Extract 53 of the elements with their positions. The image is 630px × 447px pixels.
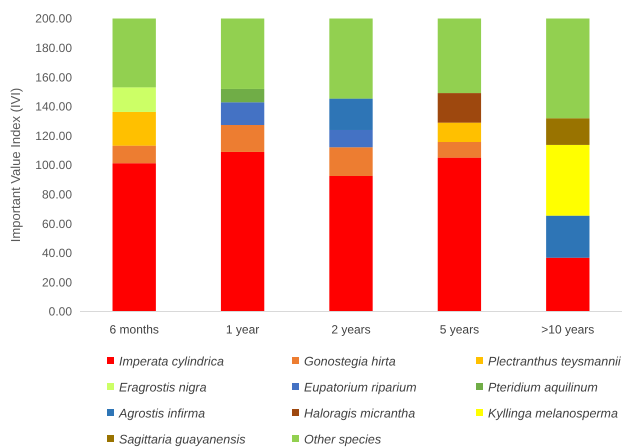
bar: [438, 93, 482, 123]
y-tick-label: 200.00: [35, 12, 72, 26]
bar: [329, 176, 373, 312]
x-tick-label: 2 years: [331, 322, 371, 336]
bar: [546, 144, 590, 216]
x-tick-label: 1 year: [226, 322, 260, 336]
y-tick-label: 0.00: [48, 304, 72, 319]
legend-label: Plectranthus teysmannii: [488, 354, 622, 368]
legend-label: Agrostis infirma: [118, 406, 206, 420]
legend-label: Kyllinga melanosperma: [488, 406, 618, 420]
y-tick-label: 20.00: [42, 275, 72, 290]
legend-label: Haloragis micrantha: [304, 406, 416, 420]
bar: [112, 18, 156, 88]
bar: [546, 18, 590, 118]
bar: [438, 18, 482, 94]
legend-label: Gonostegia hirta: [304, 354, 396, 368]
y-tick-label: 40.00: [42, 246, 72, 260]
y-tick-label: 120.00: [35, 128, 72, 143]
bar: [112, 87, 156, 112]
bar: [220, 125, 264, 152]
bar: [546, 258, 590, 312]
legend-label: Eupatorium riparium: [304, 380, 417, 394]
y-tick-label: 140.00: [35, 100, 72, 114]
legend-label: Imperata cylindrica: [119, 354, 224, 368]
legend-label: Eragrostis nigra: [119, 380, 207, 394]
x-tick-label: >10 years: [541, 322, 594, 336]
bar: [220, 18, 264, 89]
y-axis-title: Important Value Index (IVI): [8, 88, 23, 242]
y-tick-label: 160.00: [35, 70, 72, 84]
bar: [438, 122, 482, 142]
bar: [112, 163, 156, 312]
bar: [112, 112, 156, 146]
legend-label: Sagittaria guayanensis: [119, 432, 246, 446]
y-tick-label: 100.00: [35, 158, 72, 172]
bar: [220, 102, 264, 126]
bar: [329, 130, 373, 148]
bar: [220, 88, 264, 102]
y-tick-label: 60.00: [42, 216, 72, 231]
x-tick-label: 6 months: [110, 322, 159, 336]
y-tick-label: 180.00: [35, 41, 72, 55]
bar: [329, 98, 373, 130]
bar: [438, 142, 482, 158]
bar: [220, 152, 264, 312]
bar: [329, 18, 373, 99]
bar: [546, 216, 590, 258]
bar: [329, 147, 373, 176]
bar: [112, 146, 156, 164]
legend-label: Pteridium aquilinum: [488, 380, 598, 394]
legend-label: Other species: [304, 432, 382, 446]
x-tick-label: 5 years: [440, 322, 480, 336]
bar: [438, 158, 482, 312]
bar: [546, 118, 590, 145]
y-tick-label: 80.00: [42, 188, 72, 202]
